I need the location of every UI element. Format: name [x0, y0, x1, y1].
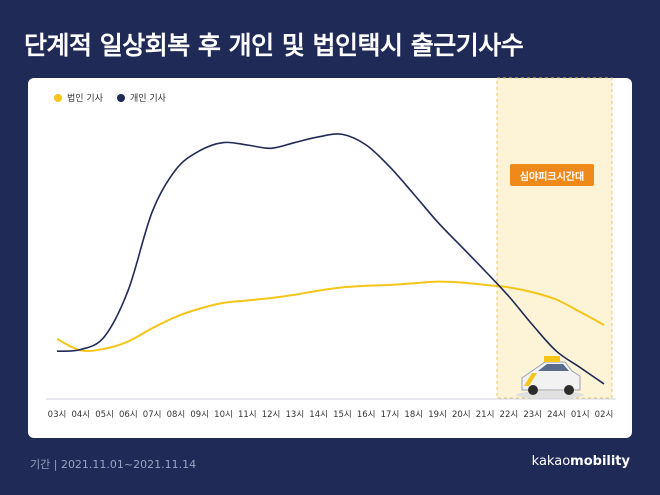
legend-swatch-corporate [54, 93, 62, 102]
x-tick-label: 06시 [119, 410, 138, 420]
period-label: 기간 | 2021.11.01~2021.11.14 [30, 458, 197, 471]
x-tick-label: 01시 [571, 410, 590, 420]
x-tick-label: 04시 [71, 410, 90, 420]
x-tick-label: 18시 [404, 410, 423, 420]
legend-swatch-individual [116, 93, 125, 102]
legend-item-individual: 개인 기사 [116, 91, 166, 104]
x-tick-label: 11시 [238, 410, 257, 420]
series-line-individual [56, 133, 605, 385]
x-tick-label: 21시 [476, 410, 495, 420]
legend-label-corporate: 법인 기사 [67, 94, 103, 104]
x-tick-label: 14시 [309, 410, 328, 420]
x-tick-label: 09시 [190, 410, 209, 420]
x-tick-label: 17시 [381, 410, 400, 420]
x-tick-label: 15시 [333, 410, 352, 420]
x-tick-label: 07시 [143, 410, 162, 420]
x-tick-label: 12시 [262, 410, 281, 420]
x-tick-label: 02시 [595, 410, 614, 420]
night-peak-badge: 심야피크시간대 [510, 164, 594, 186]
taxi-illustration [516, 356, 584, 399]
x-tick-label: 20시 [452, 410, 471, 420]
legend-item-corporate: 법인 기사 [54, 91, 103, 104]
page-title: 단계적 일상회복 후 개인 및 법인택시 출근기사수 [24, 31, 524, 60]
x-tick-label: 23시 [523, 410, 542, 420]
night-peak-band [496, 77, 613, 399]
legend-label-individual: 개인 기사 [129, 94, 166, 104]
x-tick-label: 05시 [95, 410, 114, 420]
brand-logo: kakaomobility [532, 454, 630, 469]
x-tick-label: 08시 [167, 410, 186, 420]
x-tick-label: 13시 [286, 410, 305, 420]
brand-logo-mobility: mobility [570, 454, 630, 469]
brand-logo-kakao: kakao [531, 454, 571, 469]
x-tick-label: 03시 [48, 410, 67, 420]
legend: 법인 기사 개인 기사 [54, 91, 166, 104]
x-tick-label: 24시 [547, 410, 566, 420]
series-line-corporate [56, 280, 605, 353]
x-tick-label: 22시 [500, 410, 519, 420]
x-tick-label: 10시 [214, 410, 233, 420]
x-tick-label: 19시 [428, 410, 447, 420]
x-tick-label: 16시 [357, 410, 376, 420]
